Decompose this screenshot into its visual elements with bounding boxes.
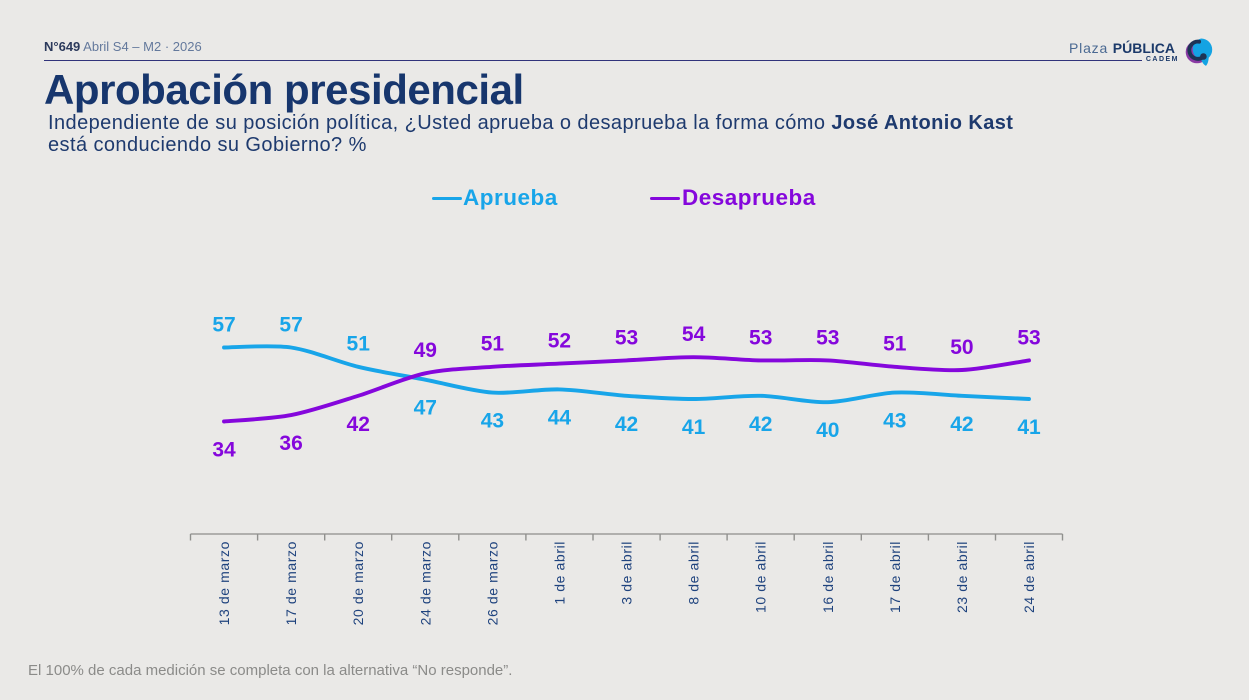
svg-text:17 de marzo: 17 de marzo bbox=[283, 541, 299, 625]
svg-text:23 de abril: 23 de abril bbox=[954, 541, 970, 613]
svg-text:41: 41 bbox=[682, 416, 706, 439]
svg-text:51: 51 bbox=[347, 333, 371, 356]
svg-text:13 de marzo: 13 de marzo bbox=[216, 541, 232, 625]
svg-text:24 de abril: 24 de abril bbox=[1021, 541, 1037, 613]
svg-text:53: 53 bbox=[816, 326, 839, 349]
svg-text:36: 36 bbox=[279, 432, 302, 455]
svg-text:16 de abril: 16 de abril bbox=[820, 541, 836, 613]
svg-text:17 de abril: 17 de abril bbox=[887, 541, 903, 613]
svg-text:57: 57 bbox=[279, 313, 302, 336]
svg-text:42: 42 bbox=[615, 413, 638, 436]
svg-text:41: 41 bbox=[1017, 416, 1041, 439]
svg-text:51: 51 bbox=[883, 333, 907, 356]
svg-text:52: 52 bbox=[548, 330, 571, 353]
svg-text:8 de abril: 8 de abril bbox=[686, 541, 702, 605]
svg-text:47: 47 bbox=[414, 397, 437, 420]
svg-text:53: 53 bbox=[749, 326, 772, 349]
svg-text:44: 44 bbox=[548, 406, 572, 429]
svg-text:26 de marzo: 26 de marzo bbox=[484, 541, 500, 625]
svg-text:42: 42 bbox=[950, 413, 973, 436]
svg-text:42: 42 bbox=[347, 413, 370, 436]
svg-text:3 de abril: 3 de abril bbox=[619, 541, 635, 605]
svg-text:40: 40 bbox=[816, 419, 839, 442]
svg-text:24 de marzo: 24 de marzo bbox=[417, 541, 433, 625]
svg-text:54: 54 bbox=[682, 323, 706, 346]
svg-text:49: 49 bbox=[414, 339, 437, 362]
svg-text:53: 53 bbox=[1017, 326, 1040, 349]
svg-text:10 de abril: 10 de abril bbox=[753, 541, 769, 613]
svg-text:20 de marzo: 20 de marzo bbox=[350, 541, 366, 625]
svg-text:1 de abril: 1 de abril bbox=[551, 541, 567, 605]
svg-text:57: 57 bbox=[212, 313, 235, 336]
svg-text:42: 42 bbox=[749, 413, 772, 436]
svg-text:43: 43 bbox=[481, 410, 504, 433]
svg-text:34: 34 bbox=[212, 439, 236, 462]
svg-text:53: 53 bbox=[615, 326, 638, 349]
svg-text:43: 43 bbox=[883, 410, 906, 433]
svg-text:51: 51 bbox=[481, 333, 505, 356]
svg-text:50: 50 bbox=[950, 336, 973, 359]
